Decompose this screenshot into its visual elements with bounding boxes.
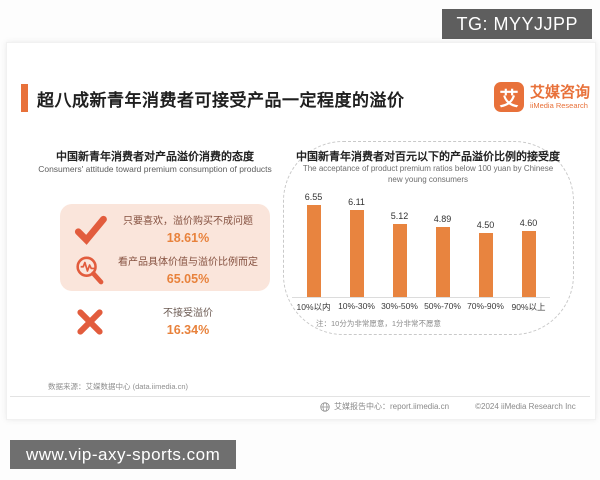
bar-value-label: 4.60: [519, 218, 538, 229]
bar-slot: 4.89: [421, 192, 464, 297]
title-accent-bar: [21, 84, 28, 112]
footer: 艾媒报告中心：report.iimedia.cn ©2024 iiMedia R…: [320, 401, 580, 412]
watermark-url: www.vip-axy-sports.com: [10, 440, 237, 469]
globe-icon: [320, 401, 330, 412]
chart-subtitle: The acceptance of product premium ratios…: [302, 164, 554, 184]
bar-category-label: 10%-30%: [338, 301, 375, 311]
tg-contact-badge: TG: MYYJJPP: [442, 9, 592, 39]
bar: [349, 209, 364, 297]
attitude-label: 不接受溢价: [163, 308, 213, 319]
bar-value-label: 4.50: [476, 219, 495, 230]
left-section-title: 中国新青年消费者对产品溢价消费的态度: [56, 151, 254, 163]
logo-name-en: iiMedia Research: [530, 100, 588, 110]
bar: [521, 231, 536, 297]
bar-chart: 6.55 6.11 5.12 4.89 4.50 4.60: [292, 192, 550, 297]
attitude-item: 看产品具体价值与溢价比例而定 65.05%: [70, 253, 266, 289]
iimedia-logo-icon: 艾: [494, 82, 524, 112]
data-source: 数据来源：艾媒数据中心 (data.iimedia.cn): [48, 382, 189, 391]
x-icon: [70, 302, 110, 342]
bar-slot: 6.55: [292, 192, 335, 297]
chart-dashed-frame: [283, 141, 574, 335]
attitude-value: 18.61%: [166, 231, 210, 245]
bar-value-label: 6.11: [348, 196, 365, 207]
report-center-link: 艾媒报告中心：report.iimedia.cn: [334, 402, 450, 411]
attitude-value: 65.05%: [166, 272, 210, 286]
chart-title: 中国新青年消费者对百元以下的产品溢价比例的接受度: [296, 151, 560, 163]
chart-category-axis: 10%以内 10%-30% 30%-50% 50%-70% 70%-90% 90%以上: [292, 301, 550, 313]
bar-value-label: 6.55: [304, 192, 323, 202]
left-section-subtitle: Consumers' attitude toward premium consu…: [38, 164, 272, 174]
iimedia-logo: 艾 艾媒咨询 iiMedia Research: [494, 82, 590, 112]
chart-note: 注：10分为非常愿意，1分非常不愿意: [316, 319, 442, 328]
bar-slot: 4.50: [464, 192, 507, 297]
page-title: 超八成新青年消费者可接受产品一定程度的溢价: [37, 91, 405, 110]
bar: [435, 227, 450, 297]
copyright: ©2024 iiMedia Research Inc: [475, 402, 576, 411]
bar: [306, 205, 321, 297]
bar-category-label: 70%-90%: [467, 301, 504, 311]
bar-slot: 5.12: [378, 192, 421, 297]
attitude-label: 看产品具体价值与溢价比例而定: [118, 257, 258, 268]
attitude-item: 不接受溢价 16.34%: [70, 300, 266, 344]
bar-slot: 4.60: [507, 192, 550, 297]
attitude-label: 只要喜欢，溢价购买不成问题: [123, 216, 253, 227]
bar: [478, 232, 493, 297]
logo-name-cn: 艾媒咨询: [530, 83, 591, 101]
footer-divider: [10, 396, 590, 397]
attitude-item: 只要喜欢，溢价购买不成问题 18.61%: [70, 210, 266, 250]
attitude-value: 16.34%: [166, 323, 210, 337]
magnifier-pulse-icon: [70, 251, 110, 291]
bar-value-label: 5.12: [390, 210, 409, 221]
bar-category-label: 30%-50%: [381, 301, 418, 311]
bar: [392, 223, 407, 297]
bar-category-label: 10%以内: [296, 302, 331, 312]
chart-baseline: [292, 297, 550, 298]
check-icon: [70, 210, 110, 250]
bar-slot: 6.11: [335, 192, 378, 297]
bar-category-label: 50%-70%: [424, 301, 461, 311]
bar-value-label: 4.89: [433, 214, 452, 225]
bar-category-label: 90%以上: [511, 302, 546, 312]
